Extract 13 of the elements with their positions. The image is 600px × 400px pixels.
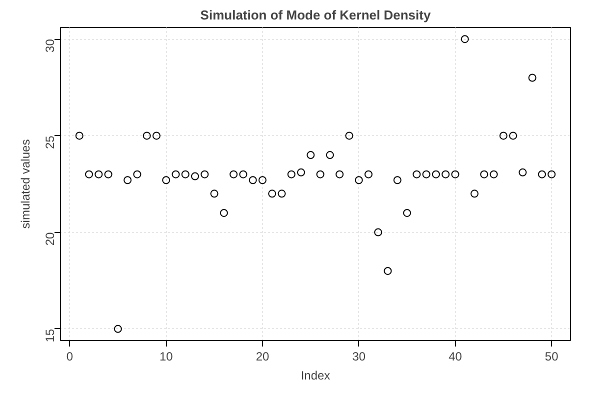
y-axis-title: simulated values — [18, 139, 32, 229]
y-tick-label: 20 — [43, 232, 57, 246]
y-tick-label: 30 — [43, 38, 57, 52]
x-tick-label: 50 — [544, 350, 559, 364]
y-tick-label: 25 — [43, 135, 57, 150]
x-axis-title: Index — [300, 368, 330, 382]
x-tick-label: 0 — [66, 350, 74, 364]
x-tick-label: 30 — [352, 350, 366, 364]
chart-title: Simulation of Mode of Kernel Density — [200, 8, 432, 22]
x-tick-label: 20 — [256, 350, 270, 364]
y-tick-label: 15 — [43, 328, 57, 342]
x-tick-label: 10 — [159, 350, 174, 364]
x-tick-label: 40 — [448, 350, 462, 364]
